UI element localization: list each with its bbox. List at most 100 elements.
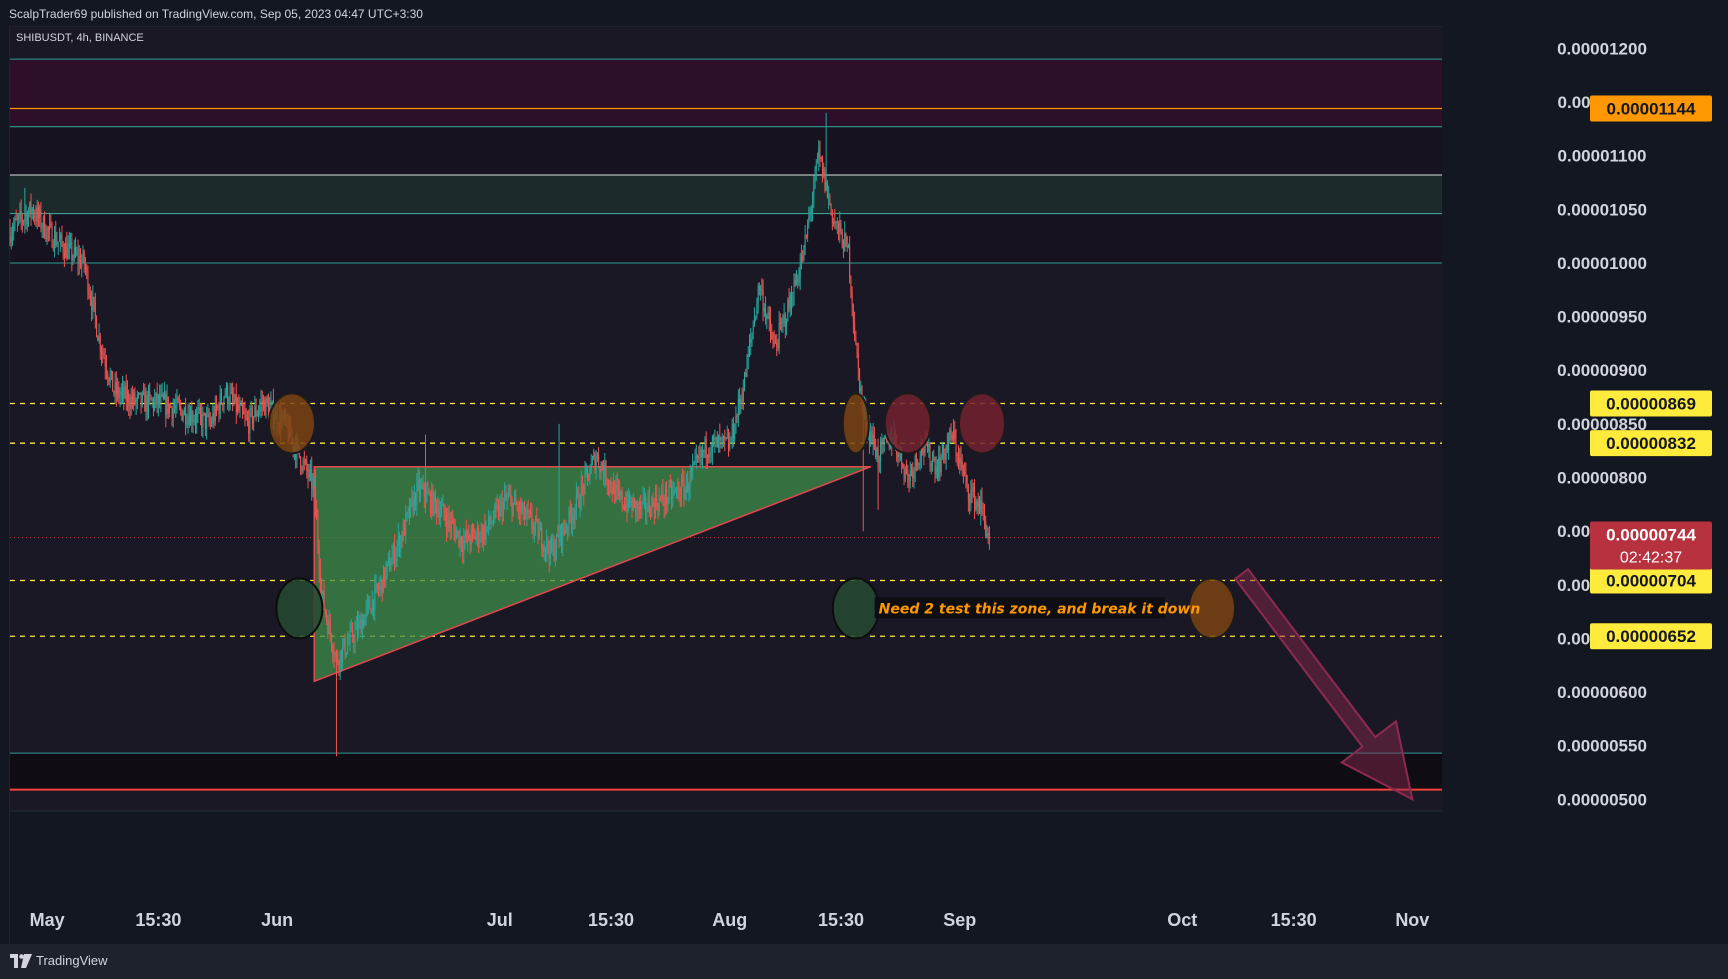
candle-body [208,414,210,422]
candle-body [547,538,549,550]
candle-body [573,517,575,520]
candle-body [561,526,563,545]
candle-body [734,432,736,439]
candle-body [578,491,580,507]
candle-body [447,513,449,531]
candle-body [401,536,403,541]
candle-body [651,499,653,517]
price-level-tag [1590,390,1712,417]
y-tick-label: 0.00001200 [1557,39,1647,58]
x-tick-label: Jun [261,910,293,930]
candle-body [919,458,921,464]
candle-body [868,425,870,442]
zone-marker-circle-orange[interactable] [267,392,316,455]
candle-body [964,471,966,475]
candle-body [885,436,887,439]
candle-body [182,414,184,420]
candle-body [969,499,971,503]
candle-body [844,233,846,252]
candle-body [533,525,535,532]
candle-body [850,278,852,294]
candle-body [927,442,929,452]
candle-body [209,421,211,423]
zone-marker-circle-orange[interactable] [1187,577,1236,640]
candle-body [227,385,229,405]
price-level-tag [1590,567,1712,594]
candle-body [82,251,84,262]
candle-body [35,216,37,222]
candle-body [540,527,542,531]
candle-body [918,463,920,466]
candle-body [910,469,912,471]
candle-body [108,378,110,382]
candle-body [745,372,747,378]
candle-body [479,539,481,543]
candle-body [802,255,804,261]
zone-marker-circle-red[interactable] [957,392,1006,455]
candle-body [490,523,492,525]
candle-body [565,527,567,532]
candle-body [241,404,243,412]
candle-body [577,491,579,494]
candle-body [316,507,318,520]
candle-body [761,288,763,291]
candle-body [339,650,341,668]
candle-body [92,296,94,311]
candle-body [799,264,801,279]
candle-body [771,331,773,340]
candle-body [261,401,263,404]
candle-body [418,478,420,494]
candle-body [123,386,125,398]
candle-body [939,456,941,473]
bearish-projection-arrow[interactable] [1233,567,1414,802]
candle-body [343,638,345,647]
candle-body [175,405,177,408]
candle-body [784,314,786,327]
candle-body [130,396,132,409]
candle-body [373,599,375,611]
candle-body [249,409,251,434]
candle-body [317,519,319,547]
candle-body [668,484,670,500]
candle-body [983,507,985,522]
candle-body [255,406,257,416]
candle-body [98,335,100,342]
ascending-triangle-pattern[interactable] [313,466,871,683]
candle-body [83,251,85,265]
price-axis[interactable] [1442,26,1728,944]
candle-body [758,286,760,290]
price-chart[interactable]: Need 2 test this zone, and break it down… [0,0,1728,944]
time-axis[interactable] [10,811,1442,944]
candle-body [14,218,16,227]
candle-body [980,499,982,514]
candle-body [93,296,95,303]
candle-body [66,243,68,260]
zone-marker-circle-red[interactable] [883,392,932,455]
candle-body [102,353,104,355]
candle-body [88,292,90,296]
candle-body [322,590,324,595]
candle-body [695,455,697,458]
candle-body [157,395,159,405]
candle-body [500,501,502,504]
zone-marker-circle-green[interactable] [831,577,880,640]
candle-body [706,454,708,458]
candle-body [724,435,726,439]
candle-body [139,392,141,394]
candle-body [474,532,476,540]
candle-body [19,211,21,216]
candle-body [20,211,22,219]
tradingview-logo[interactable]: TradingView [10,953,108,968]
candle-body [828,195,830,197]
candle-body [752,326,754,334]
candle-body [537,520,539,540]
candle-body [446,520,448,531]
candle-body [107,373,109,379]
candle-body [191,410,193,423]
candle-body [62,243,64,253]
candle-body [523,503,525,519]
candle-body [933,458,935,460]
zone-marker-circle-orange[interactable] [841,392,870,455]
candle-body [47,227,49,230]
zone-marker-circle-green[interactable] [275,577,324,640]
